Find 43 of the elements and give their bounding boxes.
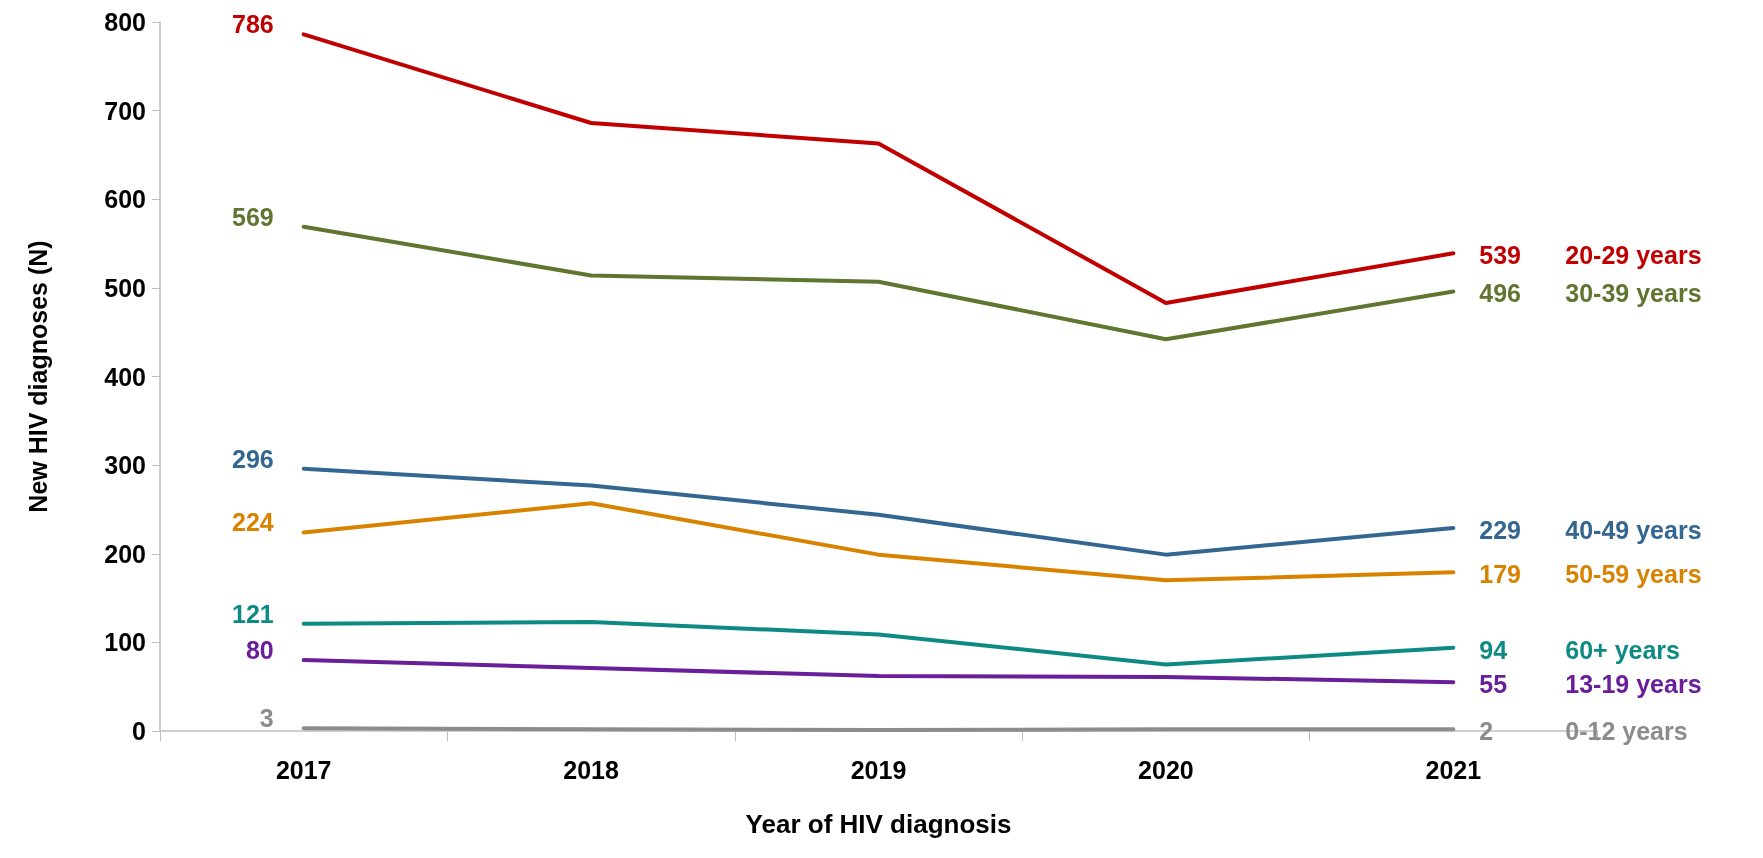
line-series bbox=[301, 224, 1456, 342]
text: 60+ years bbox=[1565, 635, 1680, 664]
text: 30-39 years bbox=[1565, 279, 1702, 308]
text: 50-59 years bbox=[1565, 560, 1702, 589]
x-tick-label: 2018 bbox=[563, 755, 619, 784]
data-label: 786 bbox=[231, 10, 274, 39]
line-series bbox=[301, 32, 1456, 305]
line-series bbox=[301, 658, 1456, 685]
data-label: 179 bbox=[1479, 560, 1522, 589]
text: 13-19 years bbox=[1565, 670, 1702, 699]
line-series bbox=[301, 501, 1456, 583]
line-series bbox=[301, 466, 1456, 557]
data-label: 121 bbox=[231, 599, 274, 628]
y-tick-label: 700 bbox=[104, 96, 146, 125]
x-axis-title: Year of HIV diagnosis bbox=[745, 809, 1012, 839]
y-tick-label: 0 bbox=[132, 717, 146, 745]
text: 20-29 years bbox=[1565, 241, 1702, 270]
y-tick-label: 600 bbox=[104, 185, 146, 214]
data-label: 3 bbox=[259, 704, 274, 733]
text: 0-12 years bbox=[1565, 717, 1688, 746]
y-axis-title: New HIV diagnoses (N) bbox=[23, 240, 52, 513]
y-tick-label: 500 bbox=[104, 273, 146, 302]
data-label: 229 bbox=[1479, 516, 1522, 545]
data-label: 569 bbox=[231, 202, 274, 231]
data-label: 94 bbox=[1479, 635, 1508, 664]
y-tick-label: 100 bbox=[104, 628, 146, 657]
data-label: 224 bbox=[231, 508, 274, 537]
data-label: 496 bbox=[1479, 279, 1522, 308]
y-tick-label: 300 bbox=[104, 451, 146, 480]
y-tick-label: 400 bbox=[104, 362, 146, 391]
y-tick-label: 800 bbox=[104, 8, 146, 36]
data-label: 539 bbox=[1479, 241, 1522, 270]
data-label: 2 bbox=[1479, 717, 1494, 746]
text: 40-49 years bbox=[1565, 516, 1702, 545]
y-tick-label: 200 bbox=[104, 539, 146, 568]
x-tick-label: 2017 bbox=[275, 755, 332, 784]
data-label: 80 bbox=[245, 636, 274, 665]
x-tick-label: 2019 bbox=[850, 755, 907, 784]
x-tick-label: 2020 bbox=[1138, 755, 1194, 784]
x-tick-label: 2021 bbox=[1425, 755, 1482, 784]
data-label: 55 bbox=[1479, 670, 1508, 699]
line-series bbox=[301, 619, 1456, 667]
data-label: 296 bbox=[231, 444, 274, 473]
